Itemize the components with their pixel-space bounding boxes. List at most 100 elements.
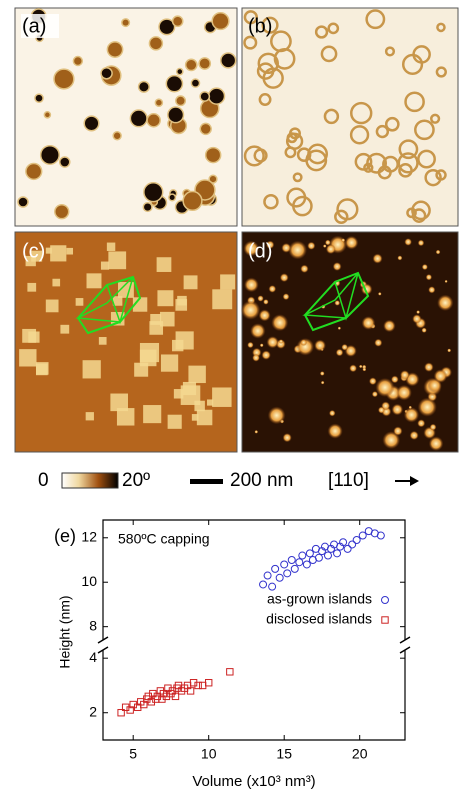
island: [288, 127, 301, 140]
x-tick-label: 15: [276, 746, 292, 762]
island: [257, 52, 279, 75]
island: [417, 149, 436, 169]
island: [191, 414, 199, 421]
island: [428, 286, 436, 294]
island: [43, 111, 52, 119]
island: [75, 298, 84, 306]
point: [194, 681, 202, 690]
island: [257, 295, 264, 302]
island: [292, 195, 313, 217]
island: [167, 414, 182, 429]
island: [112, 131, 122, 141]
island: [320, 380, 325, 385]
island: [184, 58, 198, 72]
island: [199, 122, 212, 136]
island: [404, 238, 412, 246]
island: [183, 275, 198, 290]
panel-label: (b): [248, 15, 272, 37]
island: [220, 274, 236, 290]
island: [247, 341, 254, 349]
island: [384, 46, 396, 57]
island: [258, 93, 272, 106]
afm-images: [14, 7, 459, 453]
island: [365, 9, 386, 30]
island: [137, 80, 150, 93]
island: [414, 119, 435, 141]
island: [300, 339, 308, 346]
island: [261, 16, 279, 34]
x-tick-label: 10: [201, 746, 217, 762]
island: [198, 57, 212, 70]
point: [117, 709, 125, 717]
y-tick-label: 2: [89, 703, 97, 719]
legend-marker: [381, 596, 389, 604]
island: [28, 331, 40, 343]
island: [314, 339, 326, 352]
point: [323, 551, 332, 560]
island: [212, 387, 232, 407]
x-tick-label: 5: [129, 746, 137, 762]
direction-label: [110]: [328, 470, 369, 491]
island: [259, 343, 264, 348]
island: [177, 295, 187, 306]
y-tick-label: 8: [89, 617, 97, 633]
island: [285, 132, 304, 150]
point: [287, 556, 296, 564]
island: [332, 262, 342, 271]
island: [175, 67, 184, 76]
island: [409, 430, 419, 440]
island: [411, 200, 431, 221]
island: [175, 95, 187, 107]
island: [112, 296, 123, 306]
island: [39, 144, 60, 165]
island: [429, 423, 437, 431]
island: [404, 91, 425, 113]
island: [323, 108, 340, 125]
axis-frame: [102, 519, 406, 741]
island: [243, 240, 260, 257]
axis-break: [97, 636, 109, 644]
island: [282, 433, 292, 443]
texture: [19, 242, 236, 429]
island: [424, 168, 442, 187]
island: [383, 319, 396, 333]
panel-label: (a): [22, 15, 46, 37]
island: [250, 323, 266, 339]
island: [146, 112, 161, 128]
island: [436, 22, 446, 33]
island: [358, 364, 363, 369]
island: [207, 87, 226, 105]
point: [271, 564, 280, 573]
island: [157, 290, 174, 307]
point: [283, 569, 292, 578]
direction-arrow-head: [410, 476, 419, 486]
point: [376, 531, 385, 540]
island: [116, 408, 135, 426]
point: [268, 582, 277, 591]
point: [305, 549, 314, 558]
island: [19, 349, 37, 367]
island: [252, 353, 260, 362]
island: [384, 116, 400, 132]
x-axis-label: Volume (x10³ nm³): [192, 773, 315, 790]
island: [240, 300, 261, 320]
island: [263, 193, 279, 210]
texture: [243, 9, 447, 224]
legend-label: disclosed islands: [266, 611, 372, 627]
island: [108, 251, 127, 270]
island: [300, 264, 309, 273]
island: [270, 30, 292, 53]
island: [243, 35, 258, 50]
island: [207, 399, 214, 406]
island: [334, 300, 341, 306]
island: [411, 208, 427, 223]
island: [150, 313, 162, 325]
island: [416, 310, 420, 314]
island: [327, 423, 343, 439]
island: [341, 238, 346, 243]
island: [375, 377, 395, 398]
point: [333, 549, 342, 558]
island: [253, 148, 268, 163]
island: [86, 273, 102, 289]
point: [280, 560, 289, 569]
